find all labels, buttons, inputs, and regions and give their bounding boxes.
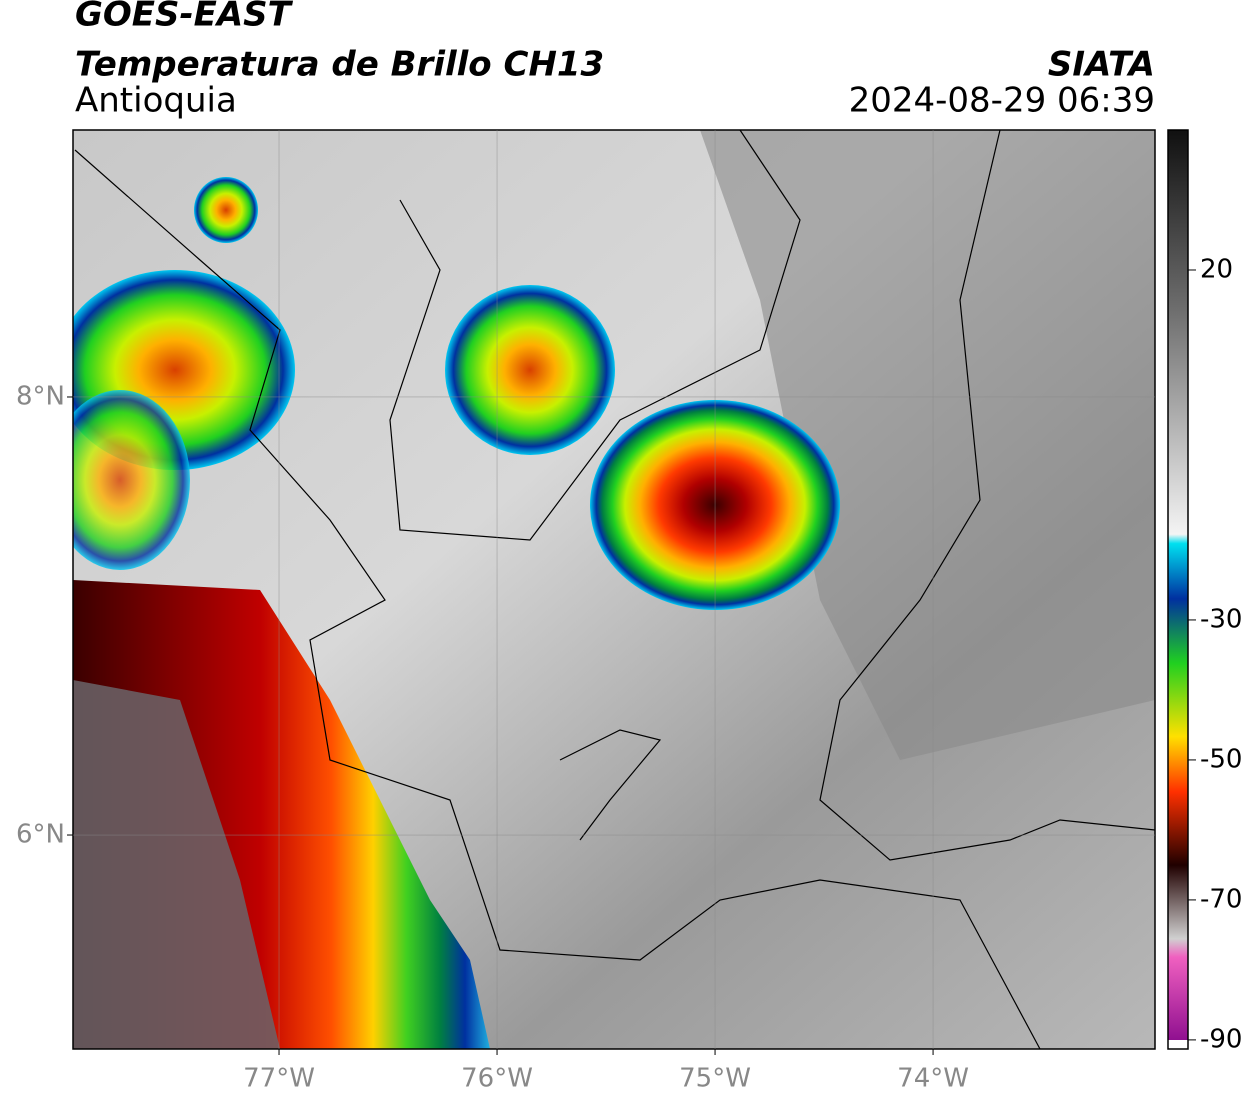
x-tick-label: 75°W [679,1064,751,1094]
colorbar [1167,129,1189,1050]
colorbar-tick-label: 20 [1200,254,1233,284]
map-image [73,130,1155,1049]
colorbar-tick-label: -50 [1200,744,1242,774]
x-tick-label: 74°W [897,1064,969,1094]
y-tick-label: 8°N [16,381,65,411]
y-tick-label: 6°N [16,820,65,850]
region: Antioquia [75,81,237,121]
colorbar-tick-label: -90 [1200,1024,1242,1054]
source: SIATA [1048,45,1155,85]
subtitle: Temperatura de Brillo CH13 [75,45,604,85]
map-frame [72,129,1156,1050]
colorbar-tick-label: -70 [1200,884,1242,914]
colorbar-tick-label: -30 [1200,604,1242,634]
x-tick-label: 76°W [461,1064,533,1094]
x-tick-label: 77°W [243,1064,315,1094]
datetime: 2024-08-29 06:39 [849,81,1155,121]
title: GOES-EAST [75,0,294,35]
